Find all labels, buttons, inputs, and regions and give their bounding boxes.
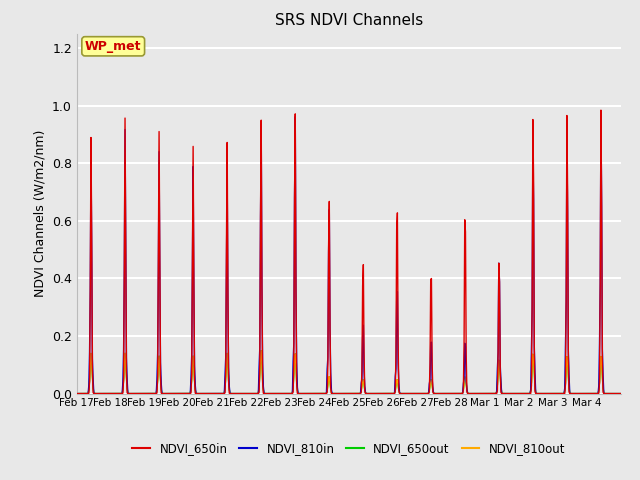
Text: WP_met: WP_met (85, 40, 141, 53)
Legend: NDVI_650in, NDVI_810in, NDVI_650out, NDVI_810out: NDVI_650in, NDVI_810in, NDVI_650out, NDV… (127, 437, 570, 460)
Title: SRS NDVI Channels: SRS NDVI Channels (275, 13, 423, 28)
Y-axis label: NDVI Channels (W/m2/nm): NDVI Channels (W/m2/nm) (33, 130, 46, 297)
